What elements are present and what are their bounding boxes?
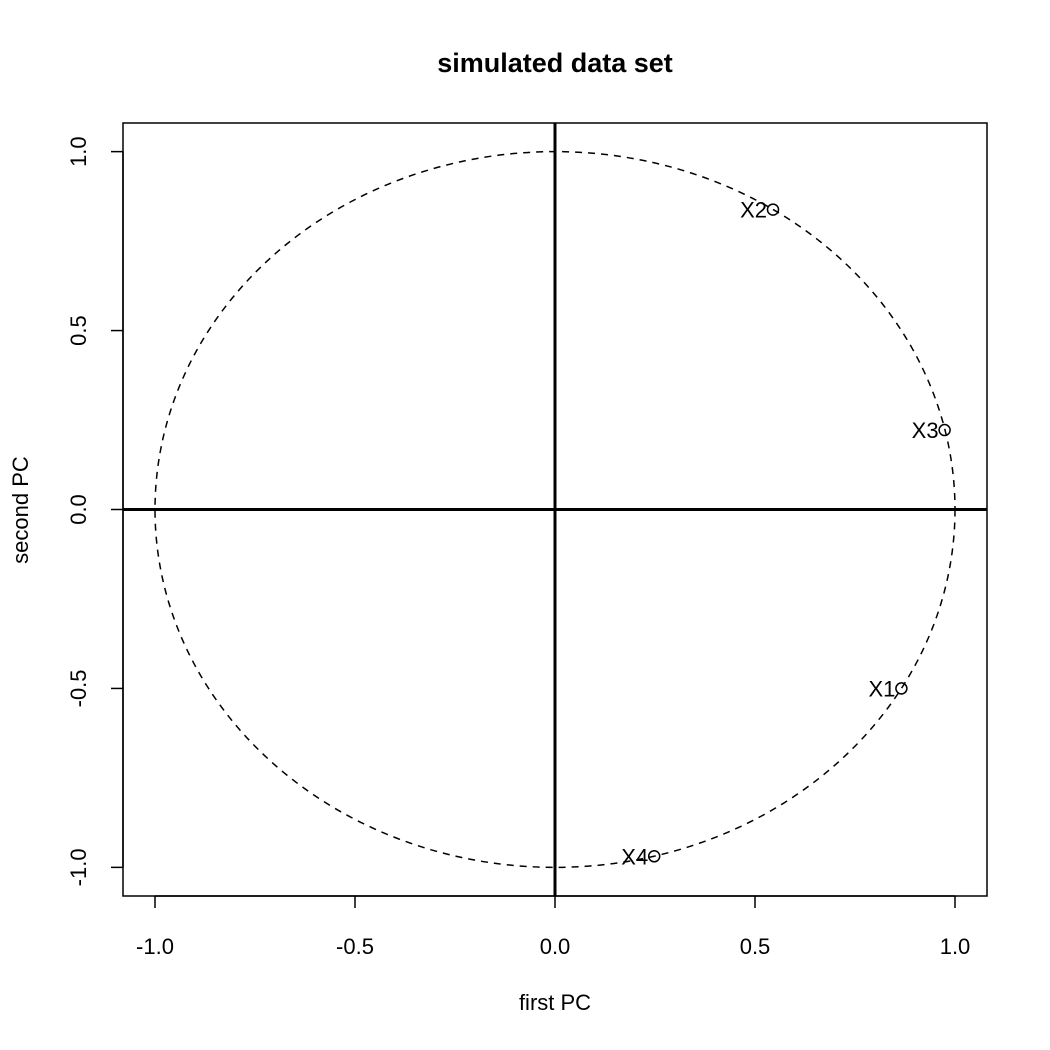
point-label: X2 xyxy=(740,198,767,223)
y-axis-label: second PC xyxy=(8,456,33,564)
point-marker xyxy=(647,850,661,863)
y-tick-label: 1.0 xyxy=(66,136,91,167)
x-axis: -1.0 -0.5 0.0 0.5 1.0 xyxy=(136,895,971,959)
x-tick-label: 1.0 xyxy=(940,934,971,959)
y-tick-label: 0.0 xyxy=(66,494,91,525)
point-label: X1 xyxy=(868,676,895,701)
y-tick-label: 0.5 xyxy=(66,315,91,346)
point-label: X3 xyxy=(912,418,939,443)
point-marker xyxy=(895,682,908,695)
y-tick-label: -1.0 xyxy=(66,848,91,886)
x-tick-label: -0.5 xyxy=(336,934,374,959)
x-tick-label: 0.5 xyxy=(740,934,771,959)
x-axis-label: first PC xyxy=(519,990,591,1015)
y-tick-label: -0.5 xyxy=(66,669,91,707)
point-label: X4 xyxy=(621,844,648,869)
point-marker xyxy=(938,423,951,437)
chart-title: simulated data set xyxy=(437,48,673,78)
points-layer: X1 X2 X3 X4 xyxy=(621,198,951,869)
point-marker xyxy=(766,203,780,216)
x-tick-label: -1.0 xyxy=(136,934,174,959)
y-axis: -1.0 -0.5 0.0 0.5 1.0 xyxy=(66,136,124,886)
x-tick-label: 0.0 xyxy=(540,934,571,959)
